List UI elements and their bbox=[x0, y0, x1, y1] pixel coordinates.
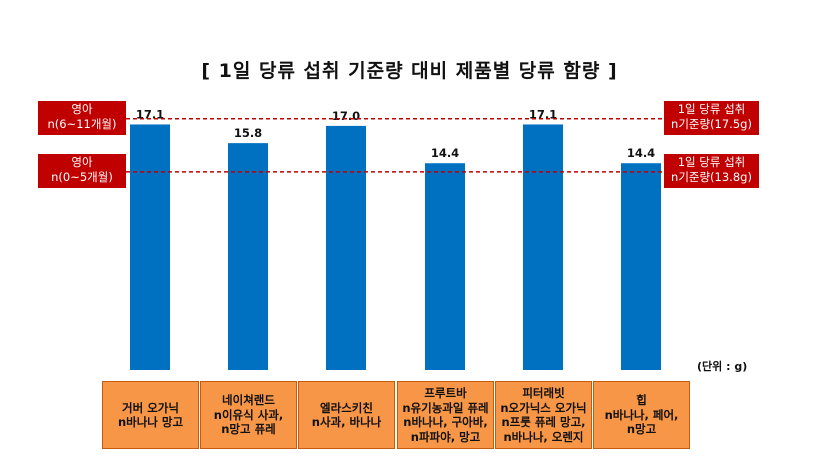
bar-4 bbox=[523, 124, 563, 370]
bar-value-label-5: 14.4 bbox=[627, 146, 655, 160]
category-text-0: 거버 오가닉 n바나나 망고 bbox=[117, 400, 184, 430]
category-label-3: 프루트바 n유기농과일 퓨레 n바나나, 구아바, n파파야, 망고 bbox=[397, 381, 494, 449]
unit-label: (단위 : g) bbox=[697, 360, 748, 373]
category-text-2: 엘라스키친 n사과, 바나나 bbox=[311, 400, 382, 430]
category-text-4: 피터래빗 n오가닉스 오가닉 n프룻 퓨레 망고, n바나나, 오렌지 bbox=[500, 386, 587, 444]
bar-2 bbox=[326, 125, 366, 371]
reference-left-label-1: 영아 n(0~5개월) bbox=[38, 153, 126, 188]
bar-0 bbox=[130, 124, 170, 370]
bar-value-label-1: 15.8 bbox=[234, 126, 262, 140]
reference-right-label-0: 1일 당류 섭취 n기준량(17.5g) bbox=[664, 100, 759, 135]
reference-right-label-1: 1일 당류 섭취 n기준량(13.8g) bbox=[664, 153, 759, 188]
reference-left-label-0: 영아 n(6~11개월) bbox=[38, 100, 126, 135]
category-text-5: 힙 n바나나, 페어, n망고 bbox=[604, 393, 679, 437]
category-text-1: 네이쳐랜드 n이유식 사과, n망고 퓨레 bbox=[213, 393, 284, 437]
bar-value-label-2: 17.0 bbox=[332, 109, 360, 123]
bar-5 bbox=[621, 163, 661, 370]
category-label-0: 거버 오가닉 n바나나 망고 bbox=[102, 381, 199, 449]
category-label-1: 네이쳐랜드 n이유식 사과, n망고 퓨레 bbox=[200, 381, 297, 449]
bar-value-label-0: 17.1 bbox=[136, 107, 164, 121]
category-label-5: 힙 n바나나, 페어, n망고 bbox=[593, 381, 690, 449]
bar-value-label-3: 14.4 bbox=[431, 146, 459, 160]
bar-1 bbox=[228, 143, 268, 370]
category-label-4: 피터래빗 n오가닉스 오가닉 n프룻 퓨레 망고, n바나나, 오렌지 bbox=[495, 381, 592, 449]
bar-3 bbox=[425, 163, 465, 370]
bar-value-label-4: 17.1 bbox=[529, 107, 557, 121]
chart-title: [ 1일 당류 섭취 기준량 대비 제품별 당류 함량 ] bbox=[201, 60, 618, 82]
category-label-2: 엘라스키친 n사과, 바나나 bbox=[298, 381, 395, 449]
category-text-3: 프루트바 n유기농과일 퓨레 n바나나, 구아바, n파파야, 망고 bbox=[402, 386, 489, 444]
